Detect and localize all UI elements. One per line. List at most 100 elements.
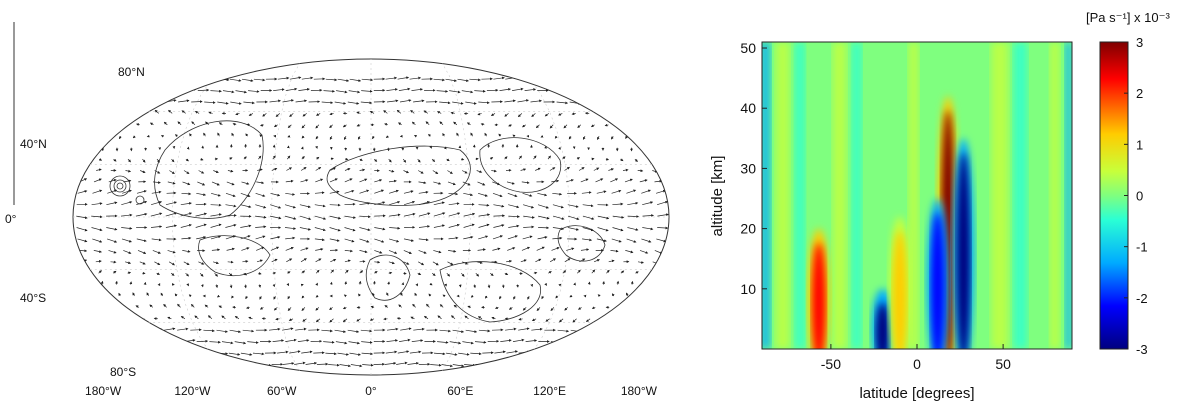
- colorbar-tick-label: 1: [1136, 137, 1143, 152]
- longitude-label: 120°W: [174, 384, 211, 398]
- wind-arrow: [577, 79, 588, 80]
- colorbar-label: [Pa s⁻¹] x 10⁻³: [1086, 10, 1170, 25]
- wind-arrow: [592, 159, 594, 160]
- wind-arrow: [190, 330, 201, 331]
- wind-arrow: [614, 319, 618, 320]
- x-tick-label: 50: [995, 356, 1011, 372]
- wind-arrow: [128, 112, 132, 114]
- velocity-feature: [876, 303, 890, 363]
- wind-arrow: [191, 102, 202, 103]
- wind-arrow: [541, 79, 552, 80]
- longitude-label: 60°E: [447, 384, 473, 398]
- y-tick-label: 50: [740, 40, 756, 56]
- wind-arrow: [91, 295, 93, 296]
- wind-arrow: [182, 77, 193, 79]
- wind-arrow: [509, 363, 520, 364]
- wind-arrow: [121, 342, 132, 344]
- wind-arrow: [519, 273, 522, 274]
- field-band: [776, 42, 790, 349]
- wind-arrow: [446, 285, 447, 286]
- wind-arrow: [132, 353, 143, 355]
- wind-arrow: [583, 102, 594, 104]
- wind-arrow: [487, 363, 498, 365]
- wind-arrow: [417, 284, 418, 285]
- wind-arrow: [192, 363, 203, 365]
- wind-arrow: [231, 285, 232, 288]
- wind-arrow: [146, 79, 157, 80]
- y-axis-label: altitude [km]: [709, 156, 726, 237]
- wind-arrow: [475, 285, 476, 288]
- wind-arrow: [193, 352, 204, 354]
- wind-arrow: [159, 284, 160, 285]
- wind-arrow: [181, 351, 192, 353]
- colorbar-tick-label: -2: [1136, 291, 1148, 306]
- wind-arrow: [555, 353, 566, 355]
- wind-arrow: [622, 101, 633, 103]
- latitude-label: 40°N: [20, 137, 47, 151]
- wind-arrow: [126, 102, 137, 103]
- wind-arrow: [543, 365, 554, 367]
- wind-arrow: [610, 330, 621, 331]
- wind-arrow: [331, 282, 332, 284]
- wind-arrow: [171, 340, 182, 342]
- wind-arrow: [389, 282, 390, 285]
- wind-arrow: [181, 363, 192, 364]
- colorbar-tick-label: -1: [1136, 240, 1148, 255]
- longitude-label: 180°W: [621, 384, 658, 398]
- wind-arrow: [170, 78, 181, 79]
- wind-arrow: [646, 282, 647, 284]
- wind-arrow: [197, 341, 208, 342]
- latitude-label: 80°S: [110, 365, 136, 379]
- wind-arrow: [205, 353, 216, 354]
- wind-arrow: [498, 363, 509, 365]
- wind-arrow: [562, 91, 573, 93]
- wind-arrow: [100, 319, 104, 322]
- longitude-label: 60°W: [267, 384, 297, 398]
- wind-arrow: [489, 285, 490, 288]
- x-tick-label: 0: [913, 356, 921, 372]
- wind-arrow: [596, 102, 607, 103]
- wind-arrow: [623, 329, 634, 331]
- wind-arrow: [626, 111, 630, 114]
- wind-arrow: [374, 282, 375, 285]
- y-tick-label: 10: [740, 281, 756, 297]
- wind-arrow: [95, 125, 98, 127]
- field-band: [1065, 42, 1072, 349]
- field-band: [1013, 42, 1027, 349]
- wind-arrow: [158, 365, 169, 366]
- wind-arrow: [151, 329, 162, 330]
- wind-arrow: [589, 342, 600, 343]
- y-tick-label: 20: [740, 221, 756, 237]
- wind-arrow: [152, 101, 163, 102]
- x-axis-label: latitude [degrees]: [859, 385, 974, 402]
- wind-arrow: [613, 111, 617, 113]
- wind-arrow: [135, 91, 146, 92]
- wind-arrow: [144, 353, 155, 354]
- wind-arrow: [134, 342, 145, 343]
- wind-arrow: [88, 282, 89, 285]
- longitude-label: 0°: [365, 384, 377, 398]
- wind-arrow: [577, 364, 588, 365]
- wind-arrow: [517, 285, 518, 288]
- x-tick-label: -50: [821, 356, 841, 372]
- wind-arrow: [114, 319, 118, 322]
- wind-arrow: [228, 262, 233, 263]
- wind-arrow: [628, 216, 639, 217]
- wind-arrow: [127, 319, 131, 321]
- wind-arrow: [131, 282, 132, 285]
- wind-arrow: [116, 282, 117, 285]
- wind-arrow: [274, 285, 275, 287]
- wind-arrow: [603, 282, 604, 285]
- wind-arrow: [575, 91, 586, 93]
- wind-arrow: [173, 89, 184, 91]
- wind-arrow: [588, 91, 599, 92]
- field-band: [833, 42, 847, 349]
- latitude-label: 40°S: [20, 291, 46, 305]
- wind-arrow: [154, 318, 158, 319]
- wind-arrow: [494, 216, 505, 217]
- colorbar-tick-label: 0: [1136, 189, 1143, 204]
